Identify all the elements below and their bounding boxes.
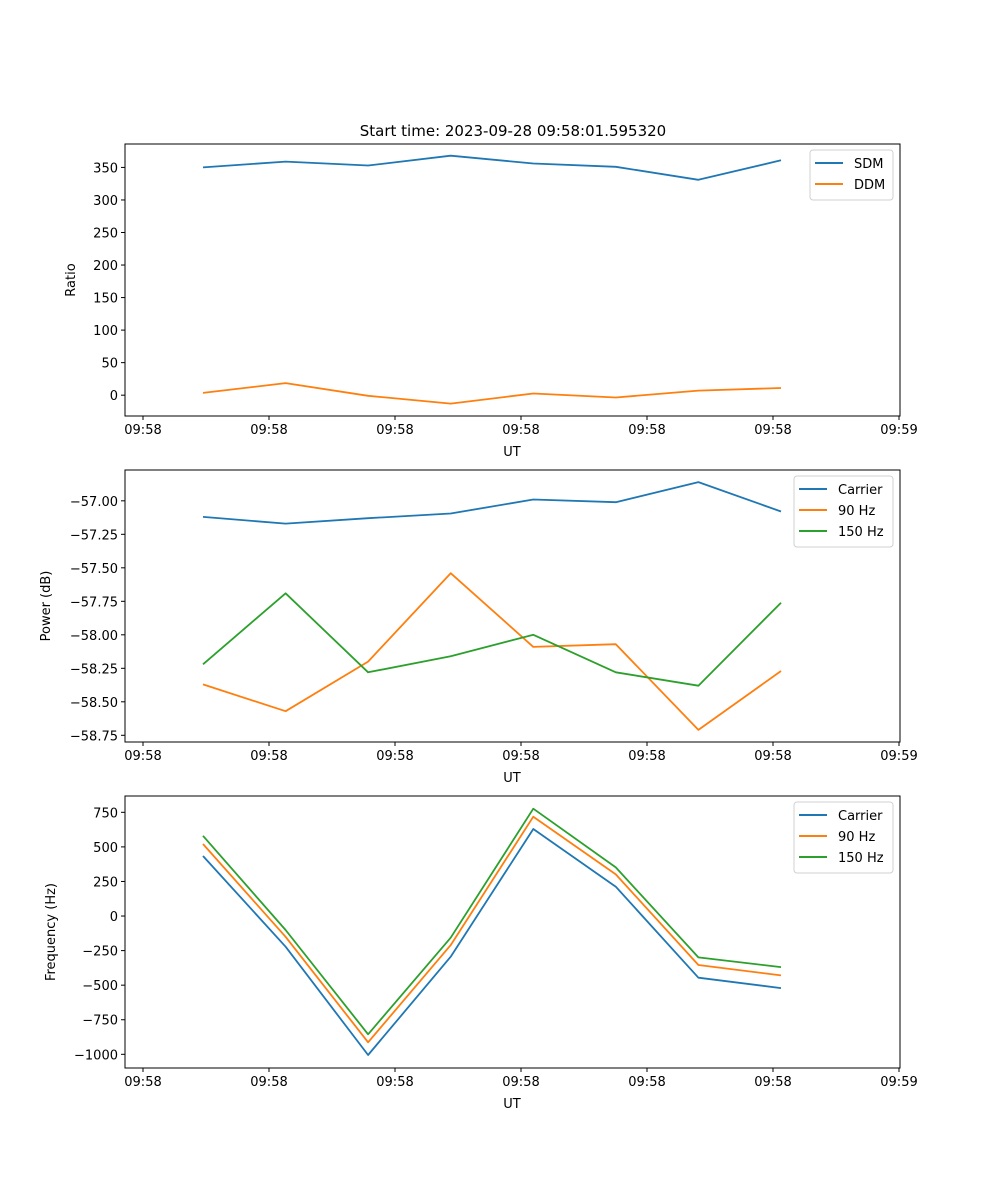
y-tick-label: 100 xyxy=(93,324,118,339)
legend-label: 90 Hz xyxy=(838,504,875,519)
x-axis-label: UT xyxy=(503,1097,521,1112)
legend-label: 150 Hz xyxy=(838,851,884,866)
x-tick-label: 09:58 xyxy=(754,423,791,438)
y-tick-label: 150 xyxy=(93,292,118,307)
y-tick-label: −1000 xyxy=(74,1048,118,1063)
x-tick-label: 09:59 xyxy=(880,749,917,764)
subplot-1: 09:58 09:58 09:58 09:58 09:58 09:58 09:59 0 50 10… xyxy=(64,143,918,460)
x-tick-label: 09:58 xyxy=(628,1075,665,1090)
x-tick-label: 09:58 xyxy=(250,749,287,764)
y-tick-label: 0 xyxy=(110,910,118,925)
series-line-90-hz xyxy=(202,572,782,731)
x-tick-label: 09:58 xyxy=(628,423,665,438)
x-tick-label: 09:59 xyxy=(880,1075,917,1090)
series-line-carrier xyxy=(202,828,782,1056)
y-tick-label: −750 xyxy=(82,1014,118,1029)
series-line-ddm xyxy=(202,382,782,405)
legend-label: Carrier xyxy=(838,483,883,498)
series-line-150-hz xyxy=(202,807,782,1036)
x-tick-label: 09:58 xyxy=(502,1075,539,1090)
y-tick-label: −58.75 xyxy=(70,729,118,744)
y-tick-label: −500 xyxy=(82,979,118,994)
y-axis-label: Power (dB) xyxy=(39,571,54,642)
legend-label: 150 Hz xyxy=(838,525,884,540)
y-tick-label: 300 xyxy=(93,194,118,209)
y-tick-label: −57.25 xyxy=(70,528,118,543)
legend: Carrier 90 Hz 150 Hz xyxy=(793,801,894,874)
y-tick-label: −57.50 xyxy=(70,562,118,577)
x-tick-label: 09:58 xyxy=(250,423,287,438)
series-line-150-hz xyxy=(202,592,782,687)
y-axis-label: Frequency (Hz) xyxy=(44,883,59,981)
y-tick-label: 500 xyxy=(93,841,118,856)
subplot-3: 09:58 09:58 09:58 09:58 09:58 09:58 09:59 −1000… xyxy=(44,795,918,1112)
y-tick-label: 250 xyxy=(93,226,118,241)
y-tick-label: 50 xyxy=(101,357,118,372)
y-tick-label: 200 xyxy=(93,259,118,274)
y-tick-label: 350 xyxy=(93,161,118,176)
x-tick-label: 09:58 xyxy=(124,423,161,438)
y-tick-label: −58.25 xyxy=(70,662,118,677)
legend: Carrier 90 Hz 150 Hz xyxy=(793,475,894,548)
y-axis-label: Ratio xyxy=(64,263,79,296)
x-tick-label: 09:58 xyxy=(376,749,413,764)
x-tick-label: 09:58 xyxy=(124,1075,161,1090)
x-tick-label: 09:58 xyxy=(502,749,539,764)
x-tick-label: 09:58 xyxy=(628,749,665,764)
y-tick-label: −57.75 xyxy=(70,595,118,610)
axes-frame xyxy=(124,469,901,743)
legend-label: Carrier xyxy=(838,809,883,824)
series-line-90-hz xyxy=(202,815,782,1044)
x-tick-label: 09:58 xyxy=(376,1075,413,1090)
x-tick-label: 09:59 xyxy=(880,423,917,438)
y-tick-label: −57.00 xyxy=(70,495,118,510)
series-line-carrier xyxy=(202,481,782,525)
x-tick-label: 09:58 xyxy=(124,749,161,764)
subplot-2: 09:58 09:58 09:58 09:58 09:58 09:58 09:59 −57.0… xyxy=(39,469,918,786)
legend-box xyxy=(793,801,894,874)
x-tick-label: 09:58 xyxy=(376,423,413,438)
y-tick-label: −250 xyxy=(82,945,118,960)
legend-label: 90 Hz xyxy=(838,830,875,845)
y-tick-label: 250 xyxy=(93,875,118,890)
axes-frame xyxy=(124,795,901,1069)
x-axis-label: UT xyxy=(503,771,521,786)
y-tick-label: 750 xyxy=(93,806,118,821)
x-tick-label: 09:58 xyxy=(754,1075,791,1090)
legend: SDM DDM xyxy=(809,149,894,201)
x-axis-label: UT xyxy=(503,445,521,460)
legend-label: SDM xyxy=(854,157,883,172)
series-line-sdm xyxy=(202,154,782,181)
y-tick-label: −58.00 xyxy=(70,629,118,644)
y-tick-label: −58.50 xyxy=(70,696,118,711)
y-tick-label: 0 xyxy=(110,389,118,404)
axes-frame xyxy=(124,143,901,417)
x-tick-label: 09:58 xyxy=(502,423,539,438)
x-tick-label: 09:58 xyxy=(754,749,791,764)
legend-label: DDM xyxy=(854,178,885,193)
x-tick-label: 09:58 xyxy=(250,1075,287,1090)
legend-box xyxy=(793,475,894,548)
chart-title: Start time: 2023-09-28 09:58:01.595320 xyxy=(360,122,666,140)
